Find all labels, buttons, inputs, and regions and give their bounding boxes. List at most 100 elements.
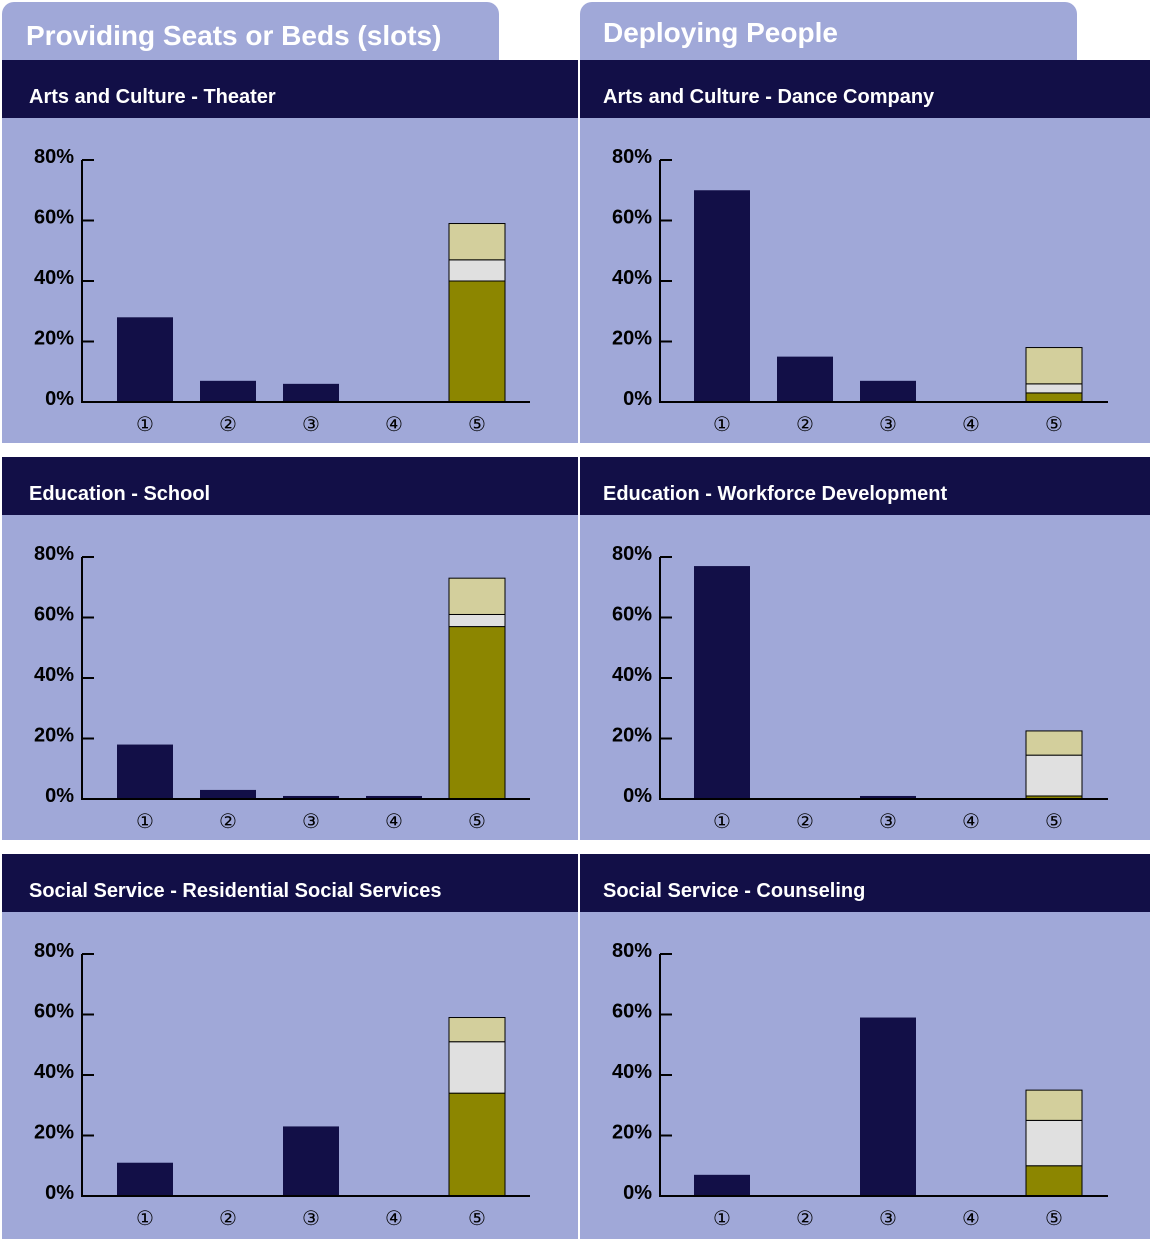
bar [860, 1017, 916, 1196]
x-category-label: ① [136, 412, 154, 436]
y-tick-label: 60% [34, 604, 74, 626]
x-category-label: ⑤ [468, 412, 486, 436]
y-tick-label: 80% [34, 940, 74, 962]
y-tick-label: 0% [45, 785, 74, 807]
x-category-label: ④ [385, 809, 403, 833]
bar [694, 566, 750, 799]
stack-bar-segment-middle [1025, 754, 1083, 797]
x-category-label: ④ [962, 1206, 980, 1230]
y-tick-label: 20% [34, 725, 74, 747]
x-category-label: ④ [385, 1206, 403, 1230]
x-category-label: ⑤ [1045, 1206, 1063, 1230]
y-tick-label: 20% [612, 725, 652, 747]
x-category-label: ② [796, 412, 814, 436]
stack-bar-segment-bottom [448, 626, 506, 800]
chart-panel-residential-social-services: Social Service - Residential Social Serv… [2, 854, 578, 1239]
stack-bar-segment-top [1025, 1089, 1083, 1121]
bar-chart-dance-company: 0% 20% 40% 60% 80% ① ② ③ ④ ⑤ [612, 146, 1108, 436]
bar-chart-residential-social-services: 0% 20% 40% 60% 80% ① ② ③ ④ ⑤ [34, 940, 530, 1230]
y-tick-label: 20% [612, 328, 652, 350]
x-category-label: ① [713, 412, 731, 436]
y-tick-label: 0% [45, 1182, 74, 1204]
y-tick-label: 80% [612, 940, 652, 962]
y-tick-label: 60% [612, 1001, 652, 1023]
chart-panel-counseling: Social Service - Counseling 0% 20% 40% 60% 8… [580, 854, 1150, 1239]
stack-bar-segment-bottom [448, 1092, 506, 1197]
stack-bar-segment-middle [448, 613, 506, 628]
y-tick-label: 60% [34, 1001, 74, 1023]
x-category-label: ③ [879, 809, 897, 833]
y-tick-label: 0% [623, 785, 652, 807]
stack-bar-segment-top [448, 1017, 506, 1043]
bar [366, 795, 422, 799]
x-category-label: ⑤ [468, 1206, 486, 1230]
y-tick-label: 60% [612, 207, 652, 229]
y-tick-label: 60% [34, 207, 74, 229]
chart-title: Arts and Culture - Theater [2, 60, 578, 118]
x-category-label: ③ [879, 412, 897, 436]
bar [860, 380, 916, 402]
y-tick-label: 40% [612, 1061, 652, 1083]
x-category-label: ② [219, 1206, 237, 1230]
y-tick-label: 0% [623, 1182, 652, 1204]
bar [777, 356, 833, 402]
bar [694, 190, 750, 402]
y-tick-label: 80% [34, 543, 74, 565]
y-tick-label: 20% [34, 328, 74, 350]
chart-title: Education - School [2, 457, 578, 515]
bar [200, 789, 256, 799]
chart-title: Arts and Culture - Dance Company [580, 60, 1150, 118]
x-category-label: ④ [962, 412, 980, 436]
chart-panel-school: Education - School 0% 20% 40% 60% 80% ① ② ③ ④ ⑤ [2, 457, 578, 840]
stack-bar-segment-bottom [1025, 1165, 1083, 1197]
y-tick-label: 40% [612, 664, 652, 686]
stack-bar-segment-top [448, 577, 506, 615]
y-tick-label: 80% [612, 543, 652, 565]
x-category-label: ① [713, 1206, 731, 1230]
bar [860, 795, 916, 799]
x-category-label: ② [796, 809, 814, 833]
bar-chart-theater: 0% 20% 40% 60% 80% ① ② ③ ④ ⑤ [34, 146, 530, 436]
chart-title: Education - Workforce Development [580, 457, 1150, 515]
y-tick-label: 20% [612, 1122, 652, 1144]
x-category-label: ① [713, 809, 731, 833]
column-title-people: Deploying People [603, 17, 838, 48]
y-tick-label: 60% [612, 604, 652, 626]
y-tick-label: 80% [34, 146, 74, 168]
y-tick-label: 40% [34, 267, 74, 289]
x-category-label: ③ [302, 1206, 320, 1230]
bar [283, 383, 339, 402]
chart-panel-dance-company: Arts and Culture - Dance Company 0% 20% 40… [580, 60, 1150, 443]
bar-chart-workforce-development: 0% 20% 40% 60% 80% ① ② ③ ④ ⑤ [612, 543, 1108, 833]
x-category-label: ① [136, 809, 154, 833]
y-tick-label: 0% [623, 388, 652, 410]
x-category-label: ② [796, 1206, 814, 1230]
column-header-seats: Providing Seats or Beds (slots) [2, 2, 499, 60]
x-category-label: ② [219, 809, 237, 833]
x-category-label: ③ [879, 1206, 897, 1230]
chart-panel-theater: Arts and Culture - Theater 0% 20% 40% 60% 80… [2, 60, 578, 443]
x-category-label: ② [219, 412, 237, 436]
y-tick-label: 40% [612, 267, 652, 289]
x-category-label: ⑤ [1045, 412, 1063, 436]
x-category-label: ④ [385, 412, 403, 436]
bar-chart-counseling: 0% 20% 40% 60% 80% ① ② ③ ④ ⑤ [612, 940, 1108, 1230]
chart-panel-workforce-development: Education - Workforce Development 0% 20% 4… [580, 457, 1150, 840]
y-tick-label: 20% [34, 1122, 74, 1144]
bar [200, 380, 256, 402]
y-tick-label: 40% [34, 664, 74, 686]
chart-title: Social Service - Counseling [580, 854, 1150, 912]
stack-bar-segment-middle [448, 259, 506, 282]
stack-bar-segment-top [1025, 347, 1083, 385]
x-category-label: ⑤ [468, 809, 486, 833]
stack-bar-segment-middle [1025, 383, 1083, 394]
x-category-label: ⑤ [1045, 809, 1063, 833]
bar-chart-school: 0% 20% 40% 60% 80% ① ② ③ ④ ⑤ [34, 543, 530, 833]
y-tick-label: 80% [612, 146, 652, 168]
stack-bar-segment-bottom [1025, 392, 1083, 403]
stack-bar-segment-middle [448, 1041, 506, 1094]
bar [283, 795, 339, 799]
bar [117, 1162, 173, 1196]
stack-bar-segment-middle [1025, 1119, 1083, 1167]
stack-bar-segment-top [448, 223, 506, 261]
